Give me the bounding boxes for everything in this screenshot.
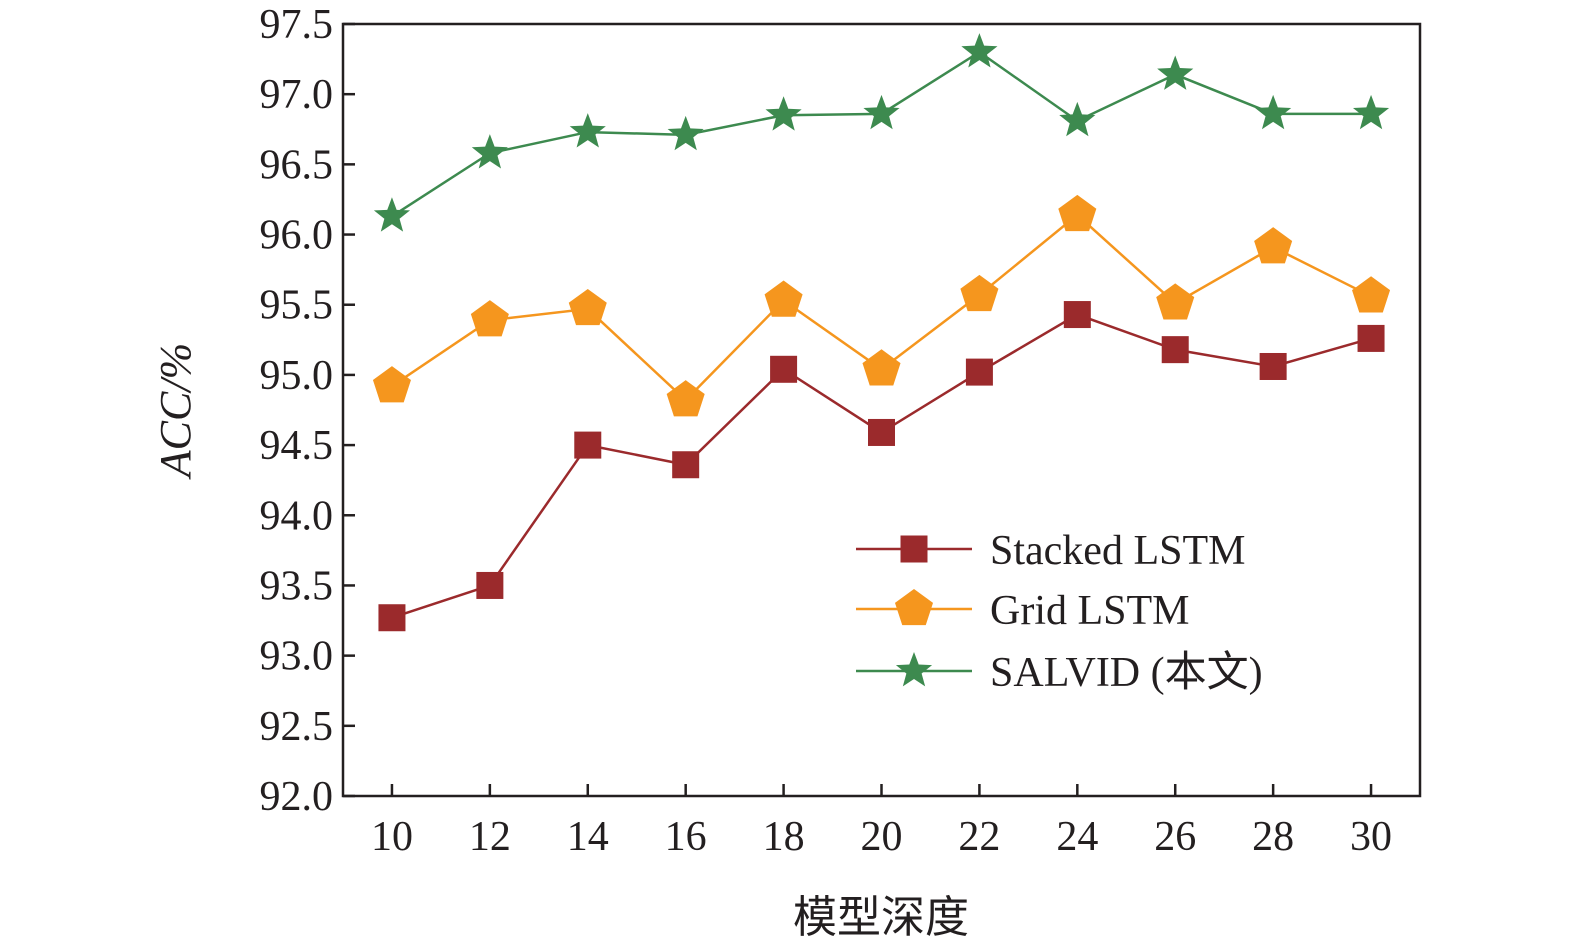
data-point bbox=[378, 604, 406, 632]
data-point bbox=[574, 431, 602, 459]
data-point bbox=[863, 94, 900, 130]
y-tick-label: 93.0 bbox=[260, 634, 334, 680]
y-tick-label: 97.0 bbox=[260, 72, 334, 118]
data-point bbox=[1254, 227, 1293, 264]
y-tick-label: 95.0 bbox=[260, 353, 334, 399]
data-point bbox=[1255, 94, 1292, 130]
data-point bbox=[960, 274, 999, 312]
data-point bbox=[1157, 55, 1194, 90]
y-tick-label: 93.5 bbox=[260, 563, 334, 609]
x-tick-label: 24 bbox=[1056, 814, 1098, 860]
y-tick-label: 94.5 bbox=[260, 423, 334, 469]
y-tick-label: 94.0 bbox=[260, 493, 334, 539]
data-point bbox=[1352, 94, 1390, 130]
data-point bbox=[764, 280, 803, 317]
data-point bbox=[765, 96, 802, 131]
data-point bbox=[965, 358, 993, 386]
series-1 bbox=[378, 301, 1385, 632]
data-point bbox=[568, 288, 607, 326]
plot-frame bbox=[341, 22, 1422, 798]
data-point bbox=[476, 571, 504, 599]
data-point bbox=[1059, 101, 1096, 137]
data-point bbox=[1161, 336, 1189, 364]
legend-marker bbox=[895, 652, 933, 687]
data-point bbox=[1259, 352, 1287, 380]
data-point bbox=[1058, 194, 1097, 232]
data-point bbox=[569, 113, 606, 148]
legend-item: Grid LSTM bbox=[856, 588, 1190, 634]
y-tick-label: 96.5 bbox=[260, 142, 334, 188]
series-3 bbox=[373, 33, 1390, 232]
series-line bbox=[391, 50, 1372, 218]
data-point bbox=[961, 33, 998, 68]
x-tick-label: 16 bbox=[665, 814, 707, 860]
legend-label: Grid LSTM bbox=[990, 588, 1190, 634]
legend-label: SALVID (本文) bbox=[990, 649, 1263, 696]
legend-marker bbox=[900, 535, 928, 563]
x-tick-label: 22 bbox=[958, 814, 1000, 860]
y-axis-label: ACC/% bbox=[151, 343, 200, 480]
x-tick-label: 12 bbox=[469, 814, 511, 860]
x-tick-label: 30 bbox=[1350, 814, 1392, 860]
series-2 bbox=[372, 194, 1391, 417]
x-tick-label: 18 bbox=[763, 814, 805, 860]
x-tick-label: 10 bbox=[371, 814, 413, 860]
data-point bbox=[1352, 276, 1391, 313]
x-tick-label: 20 bbox=[861, 814, 903, 860]
data-point bbox=[1063, 301, 1091, 329]
x-tick-label: 14 bbox=[567, 814, 609, 860]
y-tick-label: 97.5 bbox=[260, 2, 334, 48]
legend-item: SALVID (本文) bbox=[856, 649, 1263, 696]
data-point bbox=[672, 451, 700, 479]
data-point bbox=[666, 380, 705, 417]
x-tick-label: 26 bbox=[1154, 814, 1196, 860]
legend-marker bbox=[894, 589, 934, 626]
data-point bbox=[667, 115, 704, 151]
x-axis-label: 模型深度 bbox=[793, 893, 969, 942]
y-tick-label: 92.0 bbox=[260, 774, 334, 820]
legend: Stacked LSTM Grid LSTM SALVID (本文) bbox=[856, 528, 1263, 696]
data-point bbox=[372, 366, 411, 403]
series-layer bbox=[372, 33, 1391, 632]
data-point bbox=[770, 355, 798, 383]
x-tick-label: 28 bbox=[1252, 814, 1294, 860]
data-point bbox=[373, 197, 411, 232]
data-point bbox=[470, 300, 509, 337]
data-point bbox=[1357, 324, 1385, 352]
y-tick-label: 96.0 bbox=[260, 213, 334, 259]
data-point bbox=[1156, 283, 1195, 320]
data-point bbox=[471, 134, 508, 169]
y-tick-label: 92.5 bbox=[260, 704, 334, 750]
legend-item: Stacked LSTM bbox=[856, 528, 1245, 574]
y-tick-label: 95.5 bbox=[260, 283, 334, 329]
data-point bbox=[862, 349, 901, 386]
ticks-layer: 92.0 92.5 93.0 93.5 94.0 94.5 95.0 95.5 96.0 96.5… bbox=[260, 2, 1393, 860]
data-point bbox=[868, 418, 895, 446]
legend-label: Stacked LSTM bbox=[990, 528, 1245, 574]
